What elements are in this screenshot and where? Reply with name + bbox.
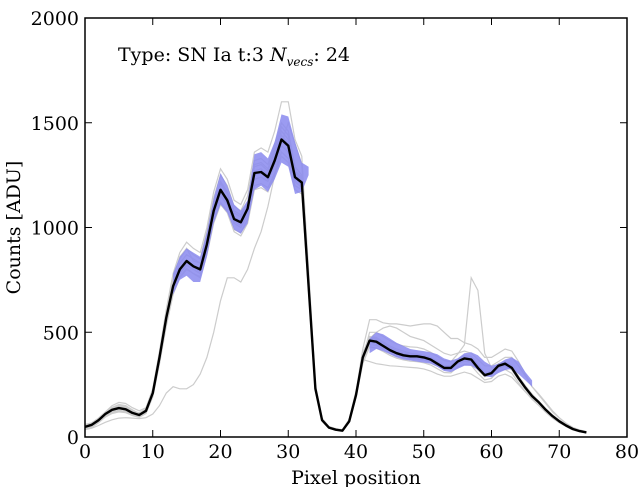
x-tick-label: 40 [344,441,368,463]
x-tick-label: 20 [208,441,232,463]
x-tick-label: 50 [412,441,436,463]
annotation-suffix: : 24 [313,44,350,66]
x-tick-label: 70 [547,441,571,463]
y-tick-label: 2000 [31,8,79,30]
annotation-prefix: Type: SN Ia t:3 [118,44,270,66]
annotation-n-subscript: vecs [287,55,314,69]
y-axis-ticks: 0 500 1000 1500 2000 [31,8,627,449]
y-tick-label: 0 [67,427,79,449]
x-tick-label: 80 [615,441,639,463]
x-tick-label: 30 [276,441,300,463]
y-axis-label: Counts [ADU] [3,161,25,295]
x-tick-label: 0 [79,441,91,463]
mean-line [84,138,587,434]
y-tick-label: 500 [43,322,79,344]
y-tick-label: 1500 [31,113,79,135]
annotation-n-symbol: N [269,44,288,66]
mean-spectrum [84,138,587,434]
x-tick-label: 10 [141,441,165,463]
x-axis-label: Pixel position [291,467,421,487]
chart-annotation: Type: SN Ia t:3 Nvecs: 24 [118,44,350,69]
y-tick-label: 1000 [31,218,79,240]
x-axis-ticks: 0 10 20 30 40 50 60 70 80 [79,18,639,463]
x-tick-label: 60 [479,441,503,463]
